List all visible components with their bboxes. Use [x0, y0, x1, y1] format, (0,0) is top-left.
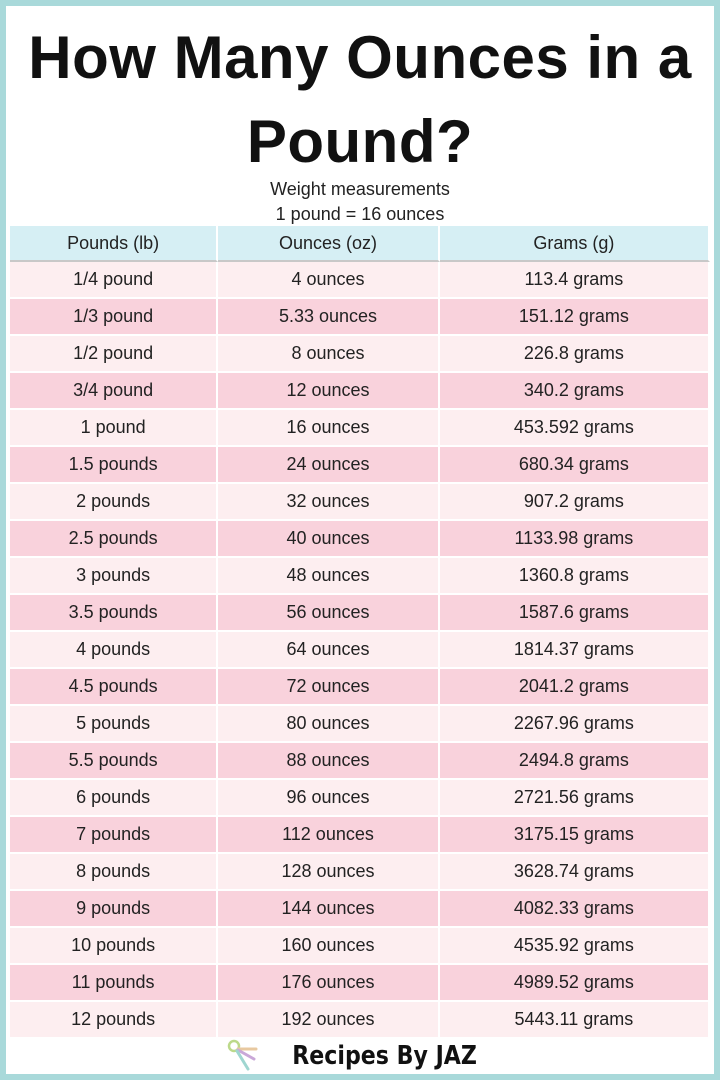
- grams-cell: 4082.33 grams: [439, 891, 710, 928]
- table-row: 8 pounds 128 ounces 3628.74 grams: [10, 854, 710, 891]
- pounds-cell: 3.5 pounds: [10, 595, 219, 632]
- pounds-cell: 11 pounds: [10, 965, 219, 1002]
- table-row: 1/4 pound 4 ounces 113.4 grams: [10, 262, 710, 299]
- ounces-cell: 16 ounces: [218, 410, 440, 447]
- infographic-card: How Many Ounces in a Pound? Weight measu…: [6, 6, 714, 1074]
- footer: Recipes By JAZ: [6, 1036, 714, 1076]
- table-row: 2 pounds 32 ounces 907.2 grams: [10, 484, 710, 521]
- grams-cell: 3175.15 grams: [439, 817, 710, 854]
- ounces-cell: 32 ounces: [218, 484, 440, 521]
- pounds-cell: 3 pounds: [10, 558, 219, 595]
- table-row: 1.5 pounds 24 ounces 680.34 grams: [10, 447, 710, 484]
- table-row: 9 pounds 144 ounces 4082.33 grams: [10, 891, 710, 928]
- ounces-cell: 24 ounces: [218, 447, 440, 484]
- ounces-cell: 64 ounces: [218, 632, 440, 669]
- grams-cell: 151.12 grams: [439, 299, 710, 336]
- table-row: 1 pound 16 ounces 453.592 grams: [10, 410, 710, 447]
- table-row: 1/2 pound 8 ounces 226.8 grams: [10, 336, 710, 373]
- grams-cell: 2494.8 grams: [439, 743, 710, 780]
- pounds-cell: 4.5 pounds: [10, 669, 219, 706]
- pounds-cell: 8 pounds: [10, 854, 219, 891]
- table-row: 7 pounds 112 ounces 3175.15 grams: [10, 817, 710, 854]
- table-row: 2.5 pounds 40 ounces 1133.98 grams: [10, 521, 710, 558]
- table-row: 3.5 pounds 56 ounces 1587.6 grams: [10, 595, 710, 632]
- equivalence-note: 1 pound = 16 ounces: [275, 204, 445, 224]
- pounds-cell: 1/3 pound: [10, 299, 219, 336]
- header-ounces: Ounces (oz): [218, 226, 440, 262]
- pounds-cell: 7 pounds: [10, 817, 219, 854]
- grams-cell: 2267.96 grams: [439, 706, 710, 743]
- ounces-cell: 80 ounces: [218, 706, 440, 743]
- table-row: 5.5 pounds 88 ounces 2494.8 grams: [10, 743, 710, 780]
- pounds-cell: 9 pounds: [10, 891, 219, 928]
- grams-cell: 4535.92 grams: [439, 928, 710, 965]
- grams-cell: 4989.52 grams: [439, 965, 710, 1002]
- pounds-cell: 1.5 pounds: [10, 447, 219, 484]
- pounds-cell: 10 pounds: [10, 928, 219, 965]
- pounds-cell: 5.5 pounds: [10, 743, 219, 780]
- ounces-cell: 56 ounces: [218, 595, 440, 632]
- measuring-spoons-icon: [228, 1039, 258, 1071]
- ounces-cell: 40 ounces: [218, 521, 440, 558]
- pounds-cell: 1/2 pound: [10, 336, 219, 373]
- ounces-cell: 4 ounces: [218, 262, 440, 299]
- grams-cell: 453.592 grams: [439, 410, 710, 447]
- table-row: 3/4 pound 12 ounces 340.2 grams: [10, 373, 710, 410]
- grams-cell: 226.8 grams: [439, 336, 710, 373]
- ounces-cell: 112 ounces: [218, 817, 440, 854]
- ounces-cell: 72 ounces: [218, 669, 440, 706]
- brand-name: Recipes By JAZ: [292, 1041, 478, 1071]
- grams-cell: 1587.6 grams: [439, 595, 710, 632]
- header-grams: Grams (g): [439, 226, 710, 262]
- pounds-cell: 2.5 pounds: [10, 521, 219, 558]
- pounds-cell: 5 pounds: [10, 706, 219, 743]
- grams-cell: 5443.11 grams: [439, 1002, 710, 1039]
- pounds-cell: 12 pounds: [10, 1002, 219, 1039]
- ounces-cell: 96 ounces: [218, 780, 440, 817]
- grams-cell: 2721.56 grams: [439, 780, 710, 817]
- grams-cell: 907.2 grams: [439, 484, 710, 521]
- pounds-cell: 2 pounds: [10, 484, 219, 521]
- table-row: 10 pounds 160 ounces 4535.92 grams: [10, 928, 710, 965]
- ounces-cell: 128 ounces: [218, 854, 440, 891]
- grams-cell: 2041.2 grams: [439, 669, 710, 706]
- grams-cell: 1814.37 grams: [439, 632, 710, 669]
- subtitle: Weight measurements: [270, 179, 450, 199]
- pounds-cell: 1 pound: [10, 410, 219, 447]
- ounces-cell: 48 ounces: [218, 558, 440, 595]
- grams-cell: 3628.74 grams: [439, 854, 710, 891]
- ounces-cell: 144 ounces: [218, 891, 440, 928]
- ounces-cell: 176 ounces: [218, 965, 440, 1002]
- table-row: 6 pounds 96 ounces 2721.56 grams: [10, 780, 710, 817]
- grams-cell: 680.34 grams: [439, 447, 710, 484]
- table-row: 4.5 pounds 72 ounces 2041.2 grams: [10, 669, 710, 706]
- page-title: How Many Ounces in a Pound?: [28, 24, 692, 175]
- table-row: 12 pounds 192 ounces 5443.11 grams: [10, 1002, 710, 1039]
- grams-cell: 113.4 grams: [439, 262, 710, 299]
- grams-cell: 1360.8 grams: [439, 558, 710, 595]
- table-row: 5 pounds 80 ounces 2267.96 grams: [10, 706, 710, 743]
- header-pounds: Pounds (lb): [10, 226, 219, 262]
- grams-cell: 340.2 grams: [439, 373, 710, 410]
- table-header-row: Pounds (lb) Ounces (oz) Grams (g): [10, 226, 710, 262]
- conversion-table: Pounds (lb) Ounces (oz) Grams (g) 1/4 po…: [10, 226, 710, 1039]
- pounds-cell: 4 pounds: [10, 632, 219, 669]
- ounces-cell: 12 ounces: [218, 373, 440, 410]
- ounces-cell: 160 ounces: [218, 928, 440, 965]
- table-row: 1/3 pound 5.33 ounces 151.12 grams: [10, 299, 710, 336]
- ounces-cell: 8 ounces: [218, 336, 440, 373]
- pounds-cell: 6 pounds: [10, 780, 219, 817]
- ounces-cell: 192 ounces: [218, 1002, 440, 1039]
- grams-cell: 1133.98 grams: [439, 521, 710, 558]
- table-row: 4 pounds 64 ounces 1814.37 grams: [10, 632, 710, 669]
- pounds-cell: 3/4 pound: [10, 373, 219, 410]
- ounces-cell: 88 ounces: [218, 743, 440, 780]
- table-row: 11 pounds 176 ounces 4989.52 grams: [10, 965, 710, 1002]
- ounces-cell: 5.33 ounces: [218, 299, 440, 336]
- table-row: 3 pounds 48 ounces 1360.8 grams: [10, 558, 710, 595]
- pounds-cell: 1/4 pound: [10, 262, 219, 299]
